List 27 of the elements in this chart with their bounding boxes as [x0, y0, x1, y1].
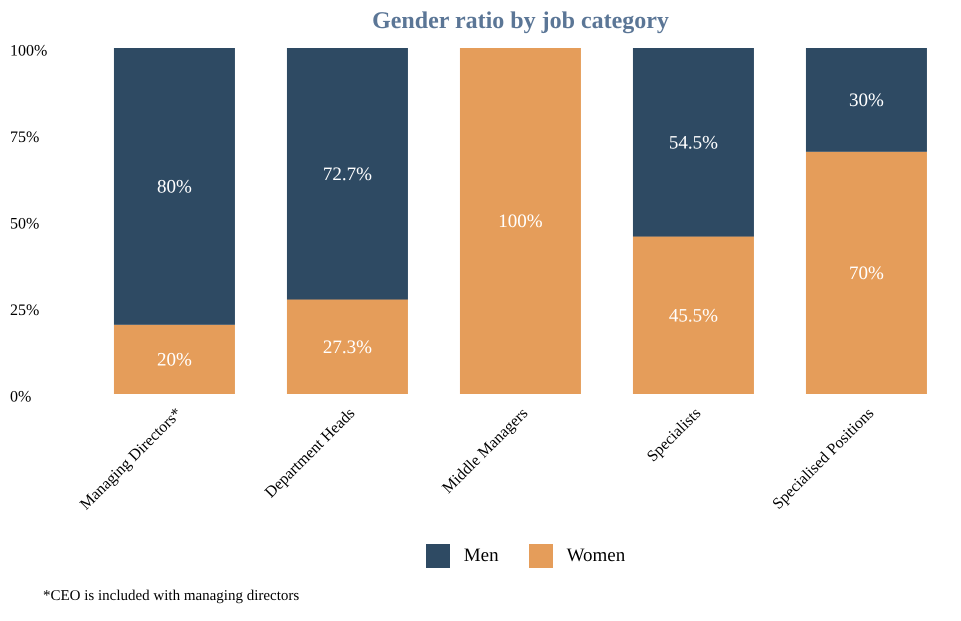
bar: [114, 324, 235, 394]
data-label: 100%: [498, 211, 543, 232]
bar: [114, 48, 235, 325]
data-label: 54.5%: [668, 132, 718, 154]
bar: [632, 236, 754, 394]
y-tick-label: 50%: [10, 216, 40, 233]
data-label: 70%: [849, 262, 884, 284]
bar: [286, 48, 408, 300]
data-label: 30%: [849, 90, 884, 111]
legend-label: Women: [566, 545, 626, 567]
bar: [806, 48, 927, 152]
bar: [632, 48, 754, 237]
data-label: 80%: [157, 176, 192, 198]
data-label: 72.7%: [322, 164, 372, 185]
y-tick-label: 0%: [10, 388, 32, 406]
data-label: 20%: [157, 349, 192, 370]
y-tick-label: 75%: [10, 129, 40, 146]
y-tick-label: 100%: [10, 42, 48, 60]
bar: [806, 152, 927, 394]
legend-label: Men: [464, 545, 499, 567]
data-label: 27.3%: [322, 336, 372, 358]
text: *CEO is included with managing directors: [43, 588, 300, 605]
bar: [286, 300, 408, 394]
y-tick-label: 25%: [10, 302, 40, 320]
bar: [460, 48, 581, 394]
chart-title: Gender ratio by job category: [371, 8, 670, 36]
data-label: 45.5%: [668, 305, 718, 326]
